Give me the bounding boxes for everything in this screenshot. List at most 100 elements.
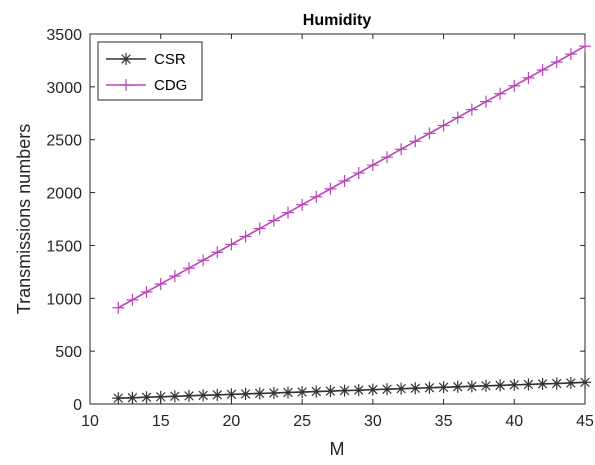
x-tick-label: 15 (152, 413, 170, 430)
series-csr-point-stroke (339, 385, 350, 396)
series-cdg-point (550, 56, 563, 69)
series-csr-point (423, 381, 436, 394)
legend-csr-marker-stroke (121, 54, 131, 64)
series-csr-point (324, 385, 337, 398)
series-cdg-point (112, 301, 125, 314)
series-cdg-point (296, 198, 309, 211)
series-csr-point-stroke (127, 393, 138, 403)
series-cdg-point (239, 230, 252, 243)
series-csr-point-stroke (155, 392, 166, 402)
series-csr-point-stroke (523, 379, 534, 390)
series-csr-point-stroke (396, 383, 406, 394)
series-cdg-point (197, 254, 210, 267)
series-cdg-point (126, 293, 139, 306)
x-tick-label: 30 (364, 413, 382, 430)
series-csr-point-stroke (424, 382, 435, 393)
series-csr-point-stroke (212, 390, 223, 400)
series-cdg-point (437, 119, 450, 132)
series-cdg-point (522, 71, 535, 84)
series-csr-point-stroke (141, 392, 152, 402)
series-csr-point-stroke (467, 381, 477, 392)
series-cdg-point (409, 135, 422, 148)
series-csr-point-stroke (198, 390, 208, 401)
series-cdg-point (225, 238, 238, 251)
series-csr-point (154, 390, 167, 403)
series-csr-point (112, 392, 125, 405)
series-csr-point-stroke (537, 379, 548, 389)
series-cdg-point (140, 285, 153, 298)
series-csr-point (253, 387, 266, 400)
series-csr-point-stroke (283, 387, 293, 398)
series-csr-point (225, 388, 238, 401)
series-csr-point-stroke (452, 382, 463, 392)
series-csr-point-stroke (297, 387, 307, 397)
plot-frame (89, 33, 586, 405)
series-csr-point-stroke (481, 381, 491, 391)
series-csr-point (522, 378, 535, 391)
series-csr-point (564, 376, 577, 389)
x-tick-label: 20 (223, 413, 241, 430)
series-csr-line (118, 381, 586, 399)
series-cdg-point (282, 206, 294, 219)
legend-box (97, 41, 203, 101)
legend-csr-marker (120, 53, 132, 65)
y-tick-label: 500 (55, 344, 82, 361)
series-csr-point (183, 389, 195, 402)
series-cdg-point (494, 87, 507, 100)
chart-title: Humidity (303, 12, 372, 29)
series-csr-point-stroke (269, 388, 279, 398)
series-cdg-point (338, 174, 351, 187)
series-csr-point (267, 387, 280, 400)
series-csr-point (211, 388, 224, 401)
series-csr-point (465, 380, 478, 393)
y-tick-label: 1500 (46, 238, 82, 255)
series-cdg-point (451, 111, 464, 124)
y-tick-label: 0 (73, 397, 82, 414)
x-tick-label: 25 (293, 413, 311, 430)
series-csr-point (508, 378, 521, 391)
series-csr-point-stroke (113, 393, 124, 403)
series-csr-point (366, 383, 379, 396)
series-cdg-point (465, 103, 478, 116)
series-csr-point (239, 387, 252, 400)
series-cdg-point (324, 182, 337, 195)
series-csr-point-stroke (311, 386, 322, 397)
legend-csr-label: CSR (154, 51, 186, 68)
x-tick-label: 35 (435, 413, 453, 430)
series-cdg-point (536, 63, 549, 76)
series-csr-point (126, 391, 139, 404)
series-csr-point-stroke (509, 380, 520, 390)
series-cdg-line (117, 45, 586, 309)
series-cdg-point (395, 143, 408, 156)
x-axis-label: M (330, 439, 345, 459)
y-tick-label: 3500 (46, 27, 82, 44)
series-csr-point (395, 382, 408, 395)
series-csr-point (296, 386, 309, 399)
series-cdg-point (366, 159, 379, 172)
series-csr-point (437, 381, 450, 394)
series-cdg-point (310, 190, 323, 203)
y-tick-label: 2000 (46, 186, 82, 203)
series-cdg-point (352, 167, 365, 180)
series-cdg-point (480, 95, 492, 108)
series-cdg-point (423, 127, 436, 140)
series-cdg-point (253, 222, 266, 235)
series-csr-point-stroke (240, 389, 251, 399)
series-csr-point (494, 379, 507, 392)
x-tick-label: 45 (576, 413, 594, 430)
x-tick-label: 40 (505, 413, 523, 430)
series-csr-point (282, 386, 294, 399)
series-csr-point (168, 390, 181, 403)
axes: 10 15 20 25 30 35 40 45 0 500 1000 1500 2000 2500 3000… (46, 27, 594, 430)
series-csr-point (579, 376, 591, 389)
series-layer (112, 40, 591, 405)
series-csr-point (338, 384, 351, 397)
series-csr-point-stroke (184, 391, 194, 401)
series-csr-point-stroke (551, 378, 562, 389)
series-csr-point-stroke (410, 383, 421, 393)
series-cdg-point (381, 151, 393, 164)
series-csr-point (409, 382, 422, 395)
series-csr-point-stroke (254, 388, 265, 399)
series-csr-point (480, 379, 492, 392)
